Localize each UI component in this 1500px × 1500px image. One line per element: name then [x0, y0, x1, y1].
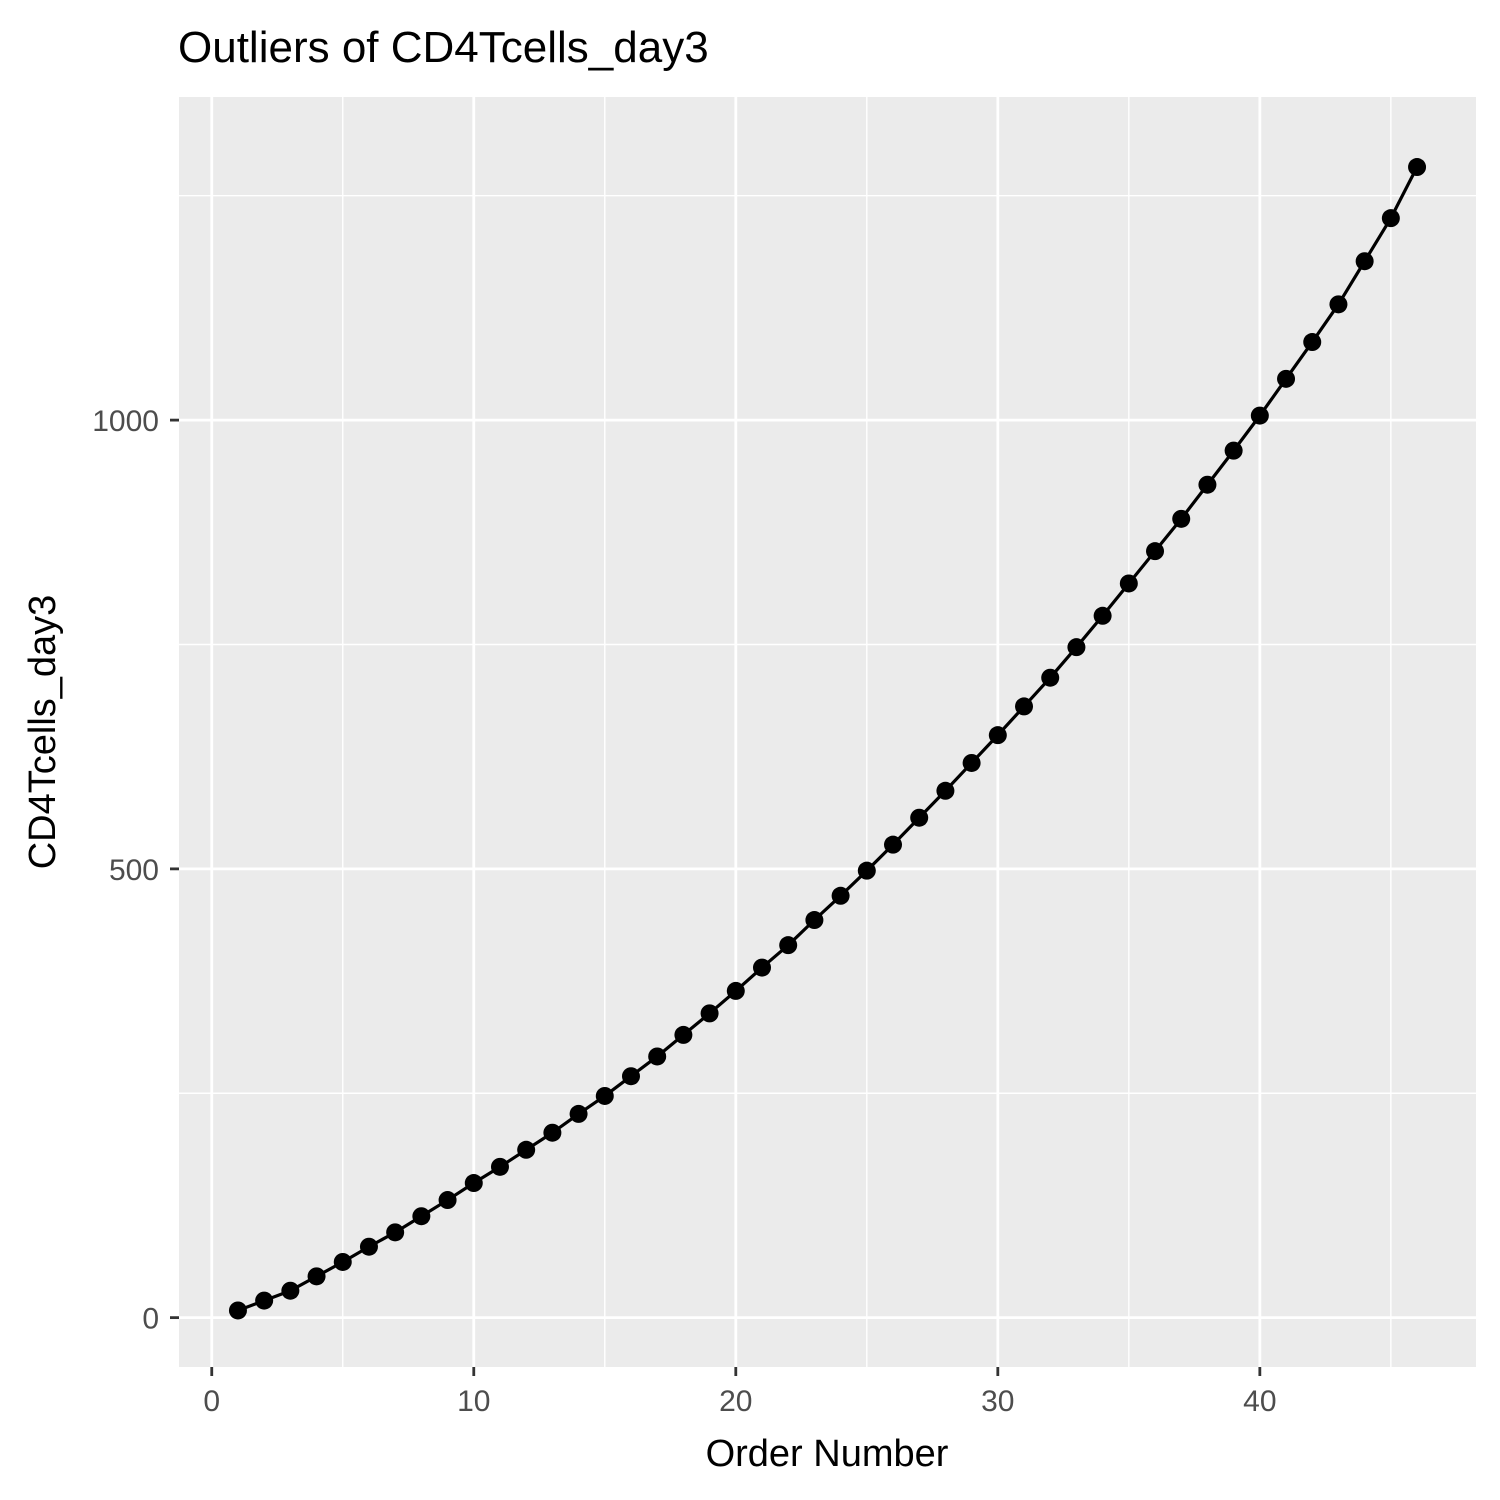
x-tick-label: 30 — [981, 1385, 1014, 1418]
data-point — [1250, 406, 1269, 425]
data-point — [517, 1140, 536, 1159]
data-point — [1198, 475, 1217, 494]
data-point — [752, 958, 771, 977]
data-point — [438, 1191, 457, 1210]
data-point — [857, 861, 876, 880]
data-point — [307, 1267, 326, 1286]
plot-panel — [179, 97, 1476, 1367]
data-point — [779, 936, 798, 955]
data-point — [1067, 638, 1086, 657]
y-axis-title: CD4Tcells_day3 — [22, 595, 64, 870]
grid-lines — [179, 97, 1476, 1367]
data-point — [1355, 252, 1374, 271]
data-point — [1381, 209, 1400, 228]
data-point — [543, 1123, 562, 1142]
y-tick-label: 500 — [109, 854, 159, 887]
x-tick-label: 20 — [719, 1385, 752, 1418]
chart-title: Outliers of CD4Tcells_day3 — [178, 23, 709, 72]
data-point — [1408, 158, 1427, 177]
data-point — [805, 911, 824, 930]
data-point — [1015, 697, 1034, 716]
data-point — [1329, 295, 1348, 314]
data-point — [648, 1047, 667, 1066]
data-point — [228, 1301, 247, 1320]
data-point — [674, 1025, 693, 1044]
data-point — [936, 781, 955, 800]
data-point — [1119, 574, 1138, 593]
data-point — [595, 1086, 614, 1105]
data-point — [1172, 509, 1191, 528]
data-point — [1146, 542, 1165, 561]
data-point — [962, 753, 981, 772]
x-tick-label: 40 — [1243, 1385, 1276, 1418]
data-point — [1093, 606, 1112, 625]
data-point — [988, 726, 1007, 745]
data-point — [1303, 333, 1322, 352]
data-point — [621, 1067, 640, 1086]
y-tick-label: 1000 — [92, 405, 159, 438]
data-point — [700, 1004, 719, 1023]
axes: 0 10 20 30 40 0 500 1000 — [92, 405, 1276, 1418]
x-tick-label: 0 — [203, 1385, 220, 1418]
series-layer — [228, 158, 1427, 1320]
data-point — [490, 1157, 509, 1176]
data-point — [1041, 668, 1060, 687]
y-tick-label: 0 — [142, 1303, 159, 1336]
data-point — [1277, 369, 1296, 388]
data-point — [281, 1281, 300, 1300]
data-point — [831, 886, 850, 905]
data-point — [464, 1174, 483, 1193]
series-line — [237, 166, 1419, 1312]
data-point — [412, 1207, 431, 1226]
data-point — [1224, 441, 1243, 460]
data-point — [333, 1252, 352, 1271]
data-point — [726, 981, 745, 1000]
data-point — [569, 1104, 588, 1123]
data-point — [255, 1291, 274, 1310]
x-axis-title: Order Number — [706, 1433, 949, 1475]
data-point — [386, 1223, 405, 1242]
data-point — [884, 835, 903, 854]
x-tick-label: 10 — [457, 1385, 490, 1418]
data-point — [910, 808, 929, 827]
data-point — [359, 1237, 378, 1256]
